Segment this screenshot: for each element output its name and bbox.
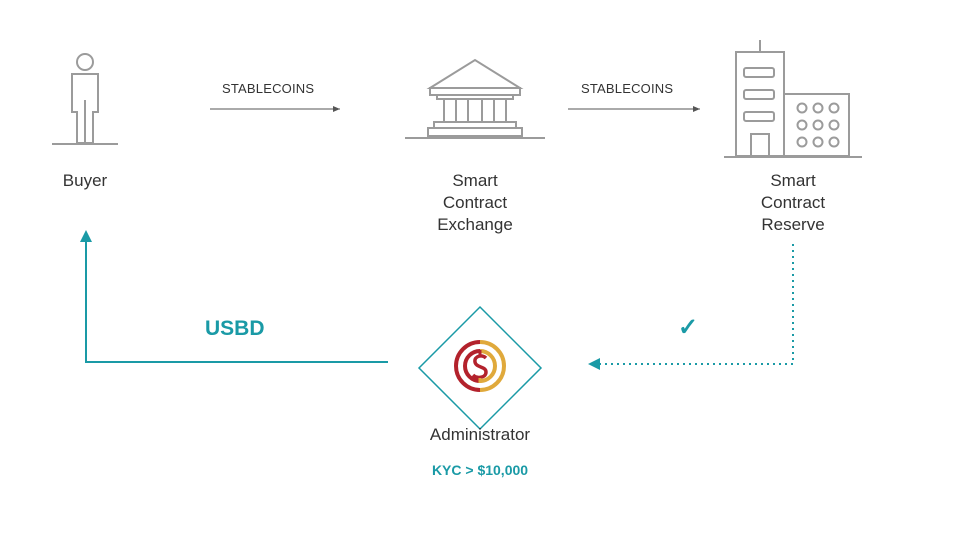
exchange-label-line3: Exchange <box>437 215 513 234</box>
exchange-label-line1: Smart <box>452 171 498 190</box>
arrow-reserve-to-admin <box>598 244 794 365</box>
edge-label-buyer-exchange: STABLECOINS <box>222 81 315 96</box>
reserve-label-line2: Contract <box>760 193 826 212</box>
reserve-label-line3: Reserve <box>761 215 825 234</box>
office-buildings-icon <box>724 40 862 158</box>
exchange-label-line2: Contract <box>442 193 508 212</box>
exchange-label: Smart Contract Exchange <box>415 170 535 236</box>
arrow-head-left <box>588 358 600 370</box>
reserve-label: Smart Contract Reserve <box>733 170 853 236</box>
edge-label-usbd: USBD <box>205 317 265 340</box>
person-icon <box>52 53 118 145</box>
administrator-label: Administrator <box>429 425 531 444</box>
checkmark-icon: ✓ <box>678 314 699 341</box>
arrow-head-up <box>80 230 92 242</box>
buyer-label: Buyer <box>62 171 108 190</box>
edge-label-exchange-reserve: STABLECOINS <box>581 81 674 96</box>
reserve-label-line1: Smart <box>770 171 816 190</box>
arrow-admin-to-buyer <box>85 240 388 363</box>
stablecoin-logo-icon <box>454 340 506 392</box>
kyc-note: KYC > $10,000 <box>431 462 529 478</box>
bank-building-icon <box>405 58 545 139</box>
